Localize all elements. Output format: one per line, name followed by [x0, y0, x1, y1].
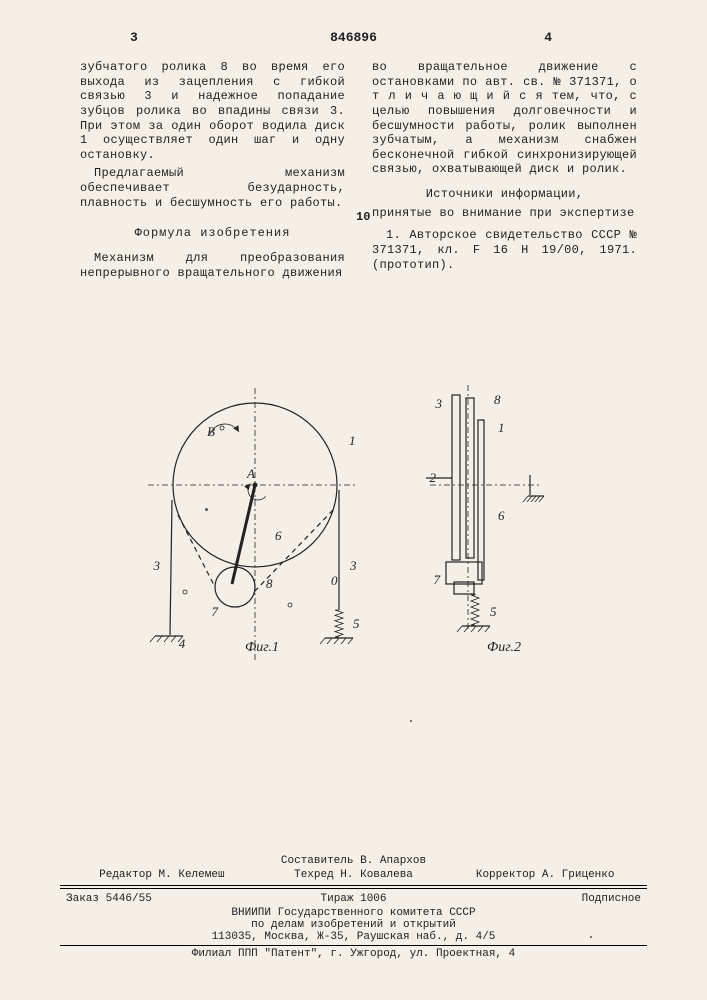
footer-rule-1: [60, 885, 647, 886]
svg-text:8: 8: [266, 576, 273, 591]
org-line-2: по делам изобретений и открытий: [60, 919, 647, 931]
page-number-right: 4: [544, 30, 552, 45]
order-number: Заказ 5446/55: [66, 893, 258, 905]
svg-text:2: 2: [430, 470, 437, 485]
left-paragraph-3: Механизм для преобразования непрерывного…: [80, 251, 345, 280]
speckle: [590, 936, 592, 938]
svg-text:6: 6: [498, 508, 505, 523]
svg-text:7: 7: [212, 604, 219, 619]
svg-text:5: 5: [353, 616, 360, 631]
page-number-left: 3: [130, 30, 138, 45]
address: 113035, Москва, Ж-35, Раушская наб., д. …: [60, 931, 647, 943]
compiler-line: Составитель В. Апархов: [60, 855, 647, 867]
svg-text:1: 1: [498, 420, 505, 435]
left-column: зубчатого ролика 8 во время его выхода и…: [80, 60, 345, 284]
speckle: [410, 720, 412, 722]
editor: Редактор М. Келемеш: [66, 869, 258, 881]
print-run: Тираж 1006: [258, 893, 450, 905]
figure-1-label: Фиг.1: [245, 640, 279, 656]
figure-area: 1 3 3 4 5 6 7 8 0 A B 3 8 1 2 6 7 5 Фиг.1 Фиг.2: [0, 370, 707, 660]
svg-text:A: A: [246, 466, 255, 481]
footer-rule-3: [60, 945, 647, 946]
claims-heading: Формула изобретения: [80, 226, 345, 241]
footer-rule-2: [60, 888, 647, 889]
svg-text:7: 7: [434, 572, 441, 587]
svg-text:B: B: [207, 424, 215, 439]
svg-text:3: 3: [153, 558, 161, 573]
corrector: Корректор А. Гриценко: [449, 869, 641, 881]
imprint-footer: Составитель В. Апархов Редактор М. Келем…: [60, 855, 647, 960]
document-number: 846896: [330, 30, 377, 45]
speckle: [205, 508, 208, 511]
subscription: Подписное: [449, 893, 641, 905]
svg-text:1: 1: [349, 433, 356, 448]
svg-text:0: 0: [331, 573, 338, 588]
tech-editor: Техред Н. Ковалева: [258, 869, 450, 881]
page-root: 3 846896 4 10 зубчатого ролика 8 во врем…: [0, 0, 707, 1000]
reference-1: 1. Авторское свидетельство СССР № 371371…: [372, 228, 637, 272]
org-line-1: ВНИИПИ Государственного комитета СССР: [60, 907, 647, 919]
svg-text:3: 3: [349, 558, 357, 573]
refs-heading-b: принятые во внимание при экспертизе: [372, 206, 637, 221]
svg-text:4: 4: [179, 636, 186, 651]
printer-line: Филиал ППП "Патент", г. Ужгород, ул. Про…: [60, 948, 647, 960]
svg-text:5: 5: [490, 604, 497, 619]
line-marker-10: 10: [356, 210, 370, 224]
figure-2-label: Фиг.2: [487, 640, 521, 656]
svg-text:8: 8: [494, 392, 501, 407]
figure-svg: 1 3 3 4 5 6 7 8 0 A B 3 8 1 2 6 7 5: [0, 370, 707, 660]
left-paragraph-1: зубчатого ролика 8 во время его выхода и…: [80, 60, 345, 162]
left-paragraph-2: Предлагаемый механизм обеспечивает безуд…: [80, 166, 345, 210]
right-paragraph-1: во вращательное движение с остановками п…: [372, 60, 637, 177]
refs-heading-a: Источники информации,: [372, 187, 637, 202]
svg-text:6: 6: [275, 528, 282, 543]
svg-text:3: 3: [435, 396, 443, 411]
right-column: во вращательное движение с остановками п…: [372, 60, 637, 276]
